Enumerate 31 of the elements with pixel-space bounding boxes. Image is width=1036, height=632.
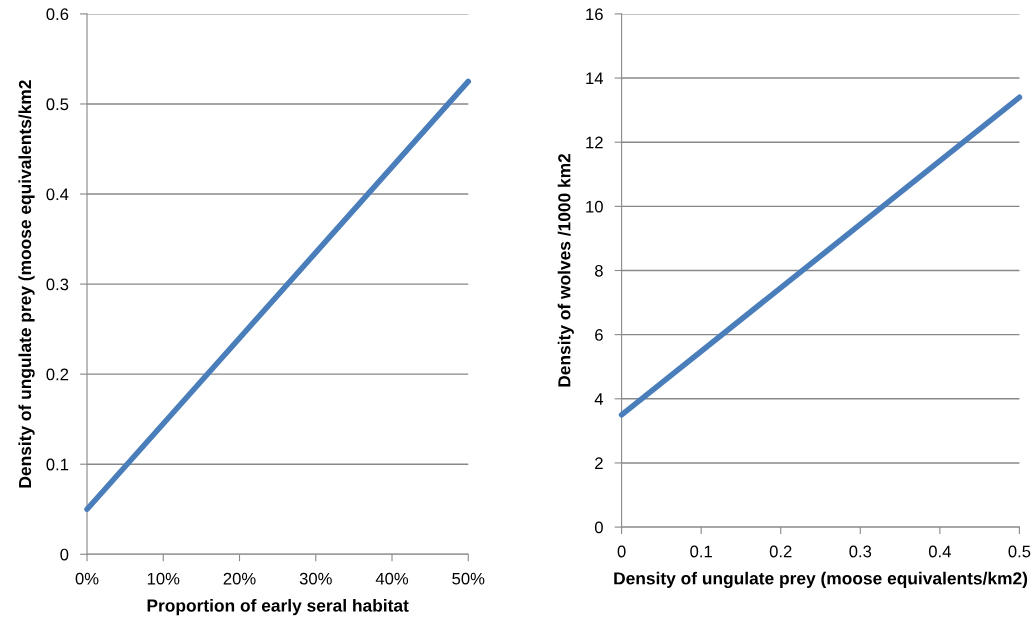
x-tick-label: 0.5 [1008, 545, 1031, 558]
x-tick-label: 0% [75, 572, 99, 585]
y-tick-label: 0.1 [46, 458, 69, 471]
y-tick-label: 16 [586, 8, 603, 21]
y-tick-label: 12 [586, 136, 603, 149]
y-tick-label: 8 [595, 264, 603, 277]
y-axis-title: Density of ungulate prey (moose equivalents/km2 [18, 80, 35, 488]
x-axis-title: Density of ungulate prey (moose equivalents/km2) [614, 571, 1028, 589]
y-axis-title: Density of wolves /1000 km2 [557, 153, 574, 387]
y-tick-label: 2 [595, 457, 603, 469]
y-tick-label: 10 [586, 200, 603, 213]
x-tick-label: 0.3 [849, 545, 872, 558]
y-tick-label: 0.4 [46, 188, 69, 201]
y-tick-label: 0.5 [46, 98, 69, 111]
y-tick-label: 4 [594, 393, 604, 405]
x-tick-label: 0.2 [769, 545, 792, 558]
y-tick-label: 0.3 [46, 278, 69, 291]
x-tick-label: 50% [452, 572, 485, 585]
x-tick-label: 0.1 [690, 545, 712, 558]
x-tick-label: 40% [375, 572, 409, 585]
x-tick-label: 30% [299, 572, 332, 585]
x-tick-label: 10% [147, 572, 180, 585]
x-tick-label: 0 [617, 545, 626, 558]
x-axis-title: Proportion of early seral habitat [147, 598, 409, 616]
x-tick-label: 20% [223, 572, 256, 585]
y-tick-label: 0.6 [46, 8, 69, 21]
x-tick-label: 0.4 [928, 545, 951, 558]
y-tick-label: 14 [586, 72, 604, 85]
y-tick-label: 0.2 [46, 368, 69, 381]
y-tick-label: 6 [595, 329, 603, 341]
y-tick-label: 0 [594, 521, 603, 534]
